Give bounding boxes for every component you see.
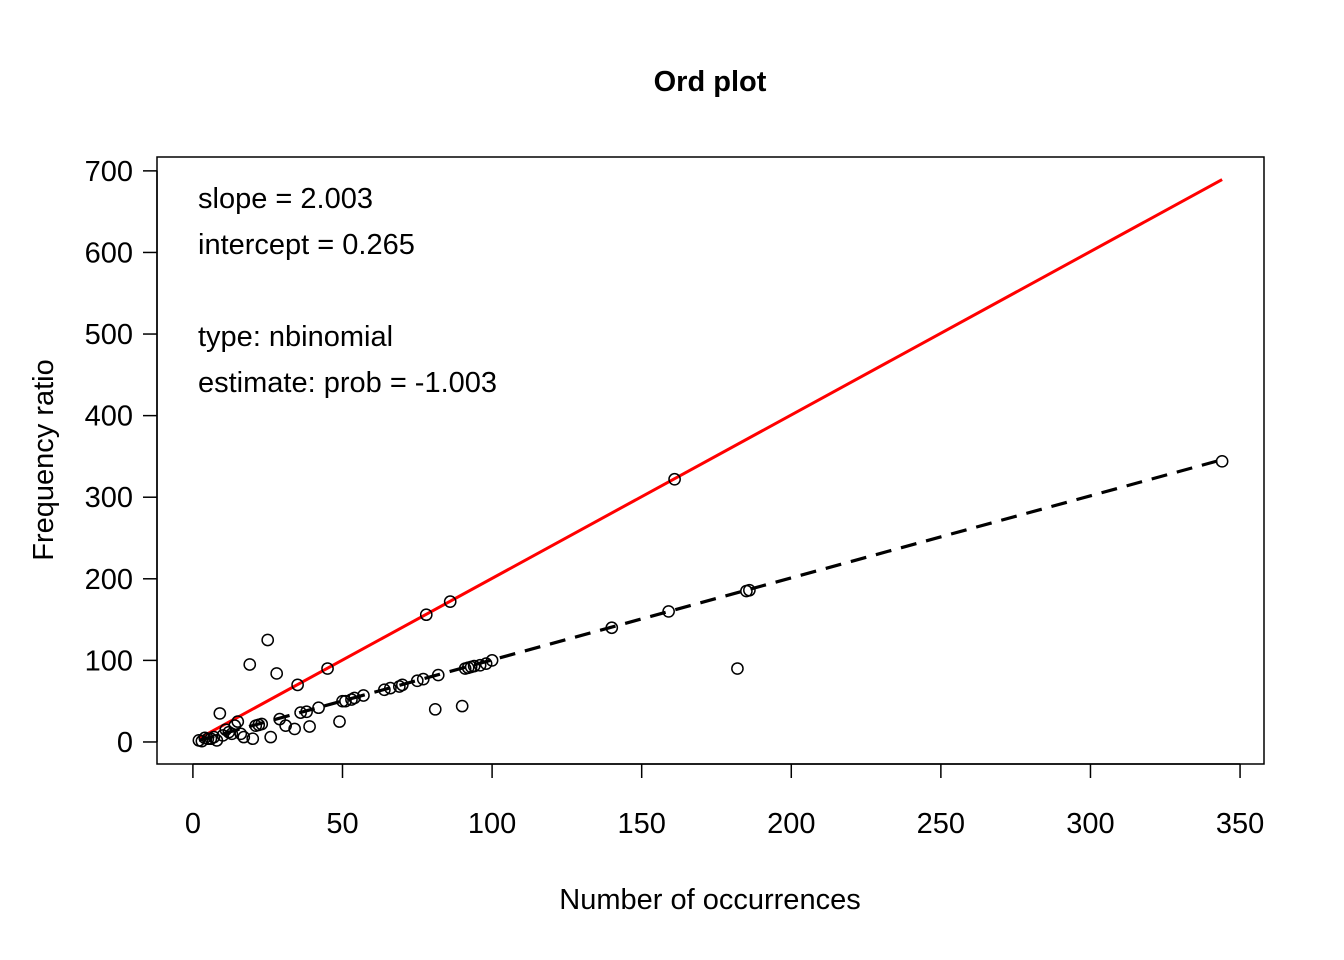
- x-axis-label: Number of occurrences: [559, 884, 860, 916]
- data-point: [416, 672, 430, 686]
- data-point: [237, 730, 251, 744]
- data-point: [279, 719, 293, 733]
- data-point: [225, 727, 239, 741]
- data-point: [312, 701, 325, 715]
- x-tick-label: 150: [617, 808, 665, 840]
- data-point: [255, 717, 269, 731]
- data-point: [419, 608, 433, 622]
- x-tick-label: 250: [917, 808, 965, 840]
- data-points: [192, 454, 1229, 748]
- data-point: [357, 689, 370, 702]
- data-point: [243, 658, 257, 671]
- y-tick-label: 0: [117, 727, 133, 759]
- data-point: [339, 694, 352, 708]
- data-point: [431, 668, 445, 682]
- data-point: [246, 732, 260, 746]
- y-axis-label: Frequency ratio: [28, 359, 60, 561]
- data-point: [213, 707, 227, 720]
- x-tick-label: 0: [185, 808, 201, 840]
- annotation-text: estimate: prob = -1.003: [198, 367, 497, 399]
- data-point: [485, 654, 499, 667]
- data-point: [467, 659, 481, 673]
- data-point: [395, 678, 409, 692]
- y-tick-label: 500: [85, 319, 133, 351]
- data-point: [264, 730, 278, 744]
- data-point: [455, 699, 469, 713]
- data-point: [321, 662, 334, 675]
- data-point: [303, 720, 316, 733]
- x-tick-label: 50: [326, 808, 358, 840]
- data-point: [605, 621, 619, 635]
- data-point: [384, 681, 397, 695]
- data-point: [270, 667, 284, 680]
- y-tick-label: 300: [85, 482, 133, 514]
- y-tick-label: 400: [85, 401, 133, 433]
- x-tick-label: 200: [767, 808, 815, 840]
- annotation-text: slope = 2.003: [198, 183, 373, 215]
- data-point: [348, 691, 361, 705]
- data-point: [668, 472, 681, 486]
- data-point: [743, 583, 756, 597]
- data-point: [234, 727, 248, 741]
- y-tick-label: 700: [85, 156, 133, 188]
- x-axis: 0 50 100 150 200 250 300 350: [185, 763, 1264, 840]
- data-point: [231, 715, 245, 728]
- red-fit-line: [198, 178, 1223, 740]
- y-tick-label: 100: [85, 645, 133, 677]
- data-point: [300, 705, 313, 719]
- data-point: [294, 706, 307, 719]
- fitted-lines: [198, 178, 1223, 742]
- chart-title: Ord plot: [654, 66, 767, 98]
- data-point: [228, 719, 242, 733]
- data-point: [288, 722, 301, 736]
- data-point: [291, 678, 304, 692]
- x-tick-label: 100: [468, 808, 516, 840]
- annotation-group: slope = 2.003 intercept = 0.265 type: nbin…: [198, 183, 497, 399]
- dashed-fit-line: [198, 458, 1223, 742]
- data-point: [410, 674, 424, 688]
- data-point: [207, 730, 221, 744]
- data-point: [261, 633, 275, 647]
- x-tick-label: 300: [1066, 808, 1114, 840]
- data-point: [662, 605, 675, 618]
- data-point: [428, 702, 442, 716]
- x-tick-label: 350: [1216, 808, 1264, 840]
- y-tick-label: 600: [85, 237, 133, 269]
- y-tick-label: 200: [85, 564, 133, 596]
- annotation-text: intercept = 0.265: [198, 229, 415, 261]
- y-axis: 0 100 200 300 400 500 600 700: [85, 156, 158, 759]
- annotation-text: type: nbinomial: [198, 321, 393, 353]
- data-point: [479, 657, 493, 670]
- data-point: [195, 734, 209, 748]
- data-point: [333, 715, 346, 728]
- data-point: [473, 658, 487, 672]
- data-point: [1215, 454, 1229, 468]
- data-point: [378, 683, 391, 697]
- data-point: [731, 662, 744, 675]
- data-point: [443, 595, 457, 608]
